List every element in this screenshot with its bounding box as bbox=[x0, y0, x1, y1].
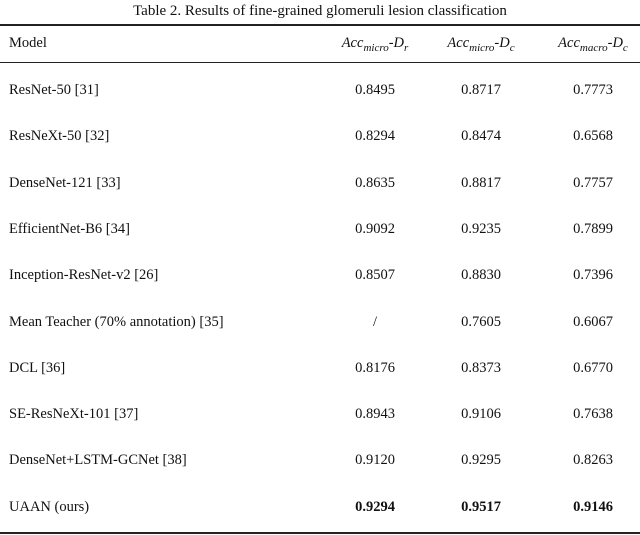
table-row: SE-ResNeXt-101 [37] 0.8943 0.9106 0.7638 bbox=[0, 406, 640, 426]
table-row: Inception-ResNet-v2 [26] 0.8507 0.8830 0.73… bbox=[0, 267, 640, 287]
table-header: Model Accmicro-Dr Accmicro-Dc Accmacro-D… bbox=[0, 35, 640, 55]
acc-micro-dc-cell: 0.9106 bbox=[461, 406, 501, 423]
bottom-rule bbox=[0, 532, 640, 534]
acc-macro-dc-cell: 0.7396 bbox=[573, 267, 613, 284]
table-row: EfficientNet-B6 [34] 0.9092 0.9235 0.7899 bbox=[0, 221, 640, 241]
table-row: Mean Teacher (70% annotation) [35] / 0.760… bbox=[0, 314, 640, 334]
acc-macro-dc-cell: 0.7899 bbox=[573, 220, 613, 237]
acc-micro-dc-cell: 0.8717 bbox=[461, 82, 501, 98]
model-cell: SE-ResNeXt-101 [37] bbox=[9, 406, 139, 423]
acc-micro-dr-cell: 0.8495 bbox=[355, 82, 395, 98]
h3-suffix: -D bbox=[607, 35, 623, 51]
acc-micro-dc-cell: 0.8817 bbox=[461, 174, 501, 191]
header-model: Model bbox=[9, 35, 47, 51]
header-acc-macro-dc: Accmacro-Dc bbox=[558, 35, 628, 54]
header-rule bbox=[0, 62, 640, 63]
h3-sub: macro bbox=[579, 41, 608, 54]
acc-micro-dr-cell: 0.9294 bbox=[355, 498, 395, 515]
acc-micro-dc-cell: 0.8373 bbox=[461, 359, 501, 376]
acc-micro-dc-cell: 0.9295 bbox=[461, 452, 501, 469]
acc-micro-dr-cell: 0.8943 bbox=[355, 406, 395, 423]
model-cell: UAAN (ours) bbox=[9, 498, 90, 515]
table-row: DenseNet+LSTM-GCNet [38] 0.9120 0.9295 0.82… bbox=[0, 452, 640, 472]
acc-micro-dc-cell: 0.8830 bbox=[461, 267, 501, 284]
h2-suffix: -D bbox=[494, 35, 510, 51]
table-row: DCL [36] 0.8176 0.8373 0.6770 bbox=[0, 360, 640, 380]
acc-micro-dr-cell: 0.8635 bbox=[355, 174, 395, 191]
acc-micro-dc-cell: 0.8474 bbox=[461, 128, 501, 145]
acc-macro-dc-cell: 0.6770 bbox=[573, 359, 613, 376]
acc-macro-dc-cell: 0.9146 bbox=[573, 498, 613, 515]
h1-base: Acc bbox=[341, 35, 364, 51]
acc-micro-dr-cell: 0.8294 bbox=[355, 128, 395, 145]
model-cell: DenseNet-121 [33] bbox=[9, 174, 121, 191]
h1-suffix: -D bbox=[388, 35, 405, 51]
model-cell: Inception-ResNet-v2 [26] bbox=[9, 267, 159, 284]
header-acc-micro-dc: Accmicro-Dc bbox=[447, 35, 514, 54]
acc-micro-dr-cell: 0.8176 bbox=[355, 359, 395, 376]
acc-micro-dc-cell: 0.9235 bbox=[461, 220, 501, 237]
model-cell: ResNet-50 [31] bbox=[9, 82, 99, 98]
model-cell: EfficientNet-B6 [34] bbox=[9, 220, 130, 237]
acc-macro-dc-cell: 0.7773 bbox=[573, 82, 613, 98]
h3-base: Acc bbox=[558, 35, 580, 51]
model-cell: Mean Teacher (70% annotation) [35] bbox=[9, 313, 224, 330]
top-rule bbox=[0, 24, 640, 26]
model-cell: DCL [36] bbox=[9, 359, 66, 376]
acc-micro-dc-cell: 0.9517 bbox=[461, 498, 501, 515]
h2-suffix-sub: c bbox=[509, 41, 515, 54]
acc-micro-dr-cell: / bbox=[372, 313, 378, 330]
acc-macro-dc-cell: 0.6067 bbox=[573, 313, 613, 330]
h1-sub: micro bbox=[363, 41, 389, 54]
h3-suffix-sub: c bbox=[622, 41, 628, 54]
acc-micro-dr-cell: 0.9092 bbox=[355, 220, 395, 237]
acc-macro-dc-cell: 0.6568 bbox=[573, 128, 613, 145]
table-row: DenseNet-121 [33] 0.8635 0.8817 0.7757 bbox=[0, 175, 640, 195]
header-acc-micro-dr: Accmicro-Dr bbox=[342, 35, 409, 54]
acc-micro-dr-cell: 0.8507 bbox=[355, 267, 395, 284]
table-row: ResNeXt-50 [32] 0.8294 0.8474 0.6568 bbox=[0, 128, 640, 148]
acc-macro-dc-cell: 0.7757 bbox=[573, 174, 613, 191]
h1-suffix-sub: r bbox=[404, 41, 409, 54]
acc-macro-dc-cell: 0.8263 bbox=[573, 452, 613, 469]
acc-macro-dc-cell: 0.7638 bbox=[573, 406, 613, 423]
model-cell: ResNeXt-50 [32] bbox=[9, 128, 110, 145]
model-cell: DenseNet+LSTM-GCNet [38] bbox=[9, 452, 187, 469]
table-caption: Table 2. Results of fine-grained glomeru… bbox=[133, 3, 507, 19]
table-row: ResNet-50 [31] 0.8495 0.8717 0.7773 bbox=[0, 82, 640, 102]
h2-sub: micro bbox=[469, 41, 495, 54]
table-row: UAAN (ours) 0.9294 0.9517 0.9146 bbox=[0, 499, 640, 519]
acc-micro-dc-cell: 0.7605 bbox=[461, 313, 501, 330]
h2-base: Acc bbox=[447, 35, 470, 51]
acc-micro-dr-cell: 0.9120 bbox=[355, 452, 395, 469]
